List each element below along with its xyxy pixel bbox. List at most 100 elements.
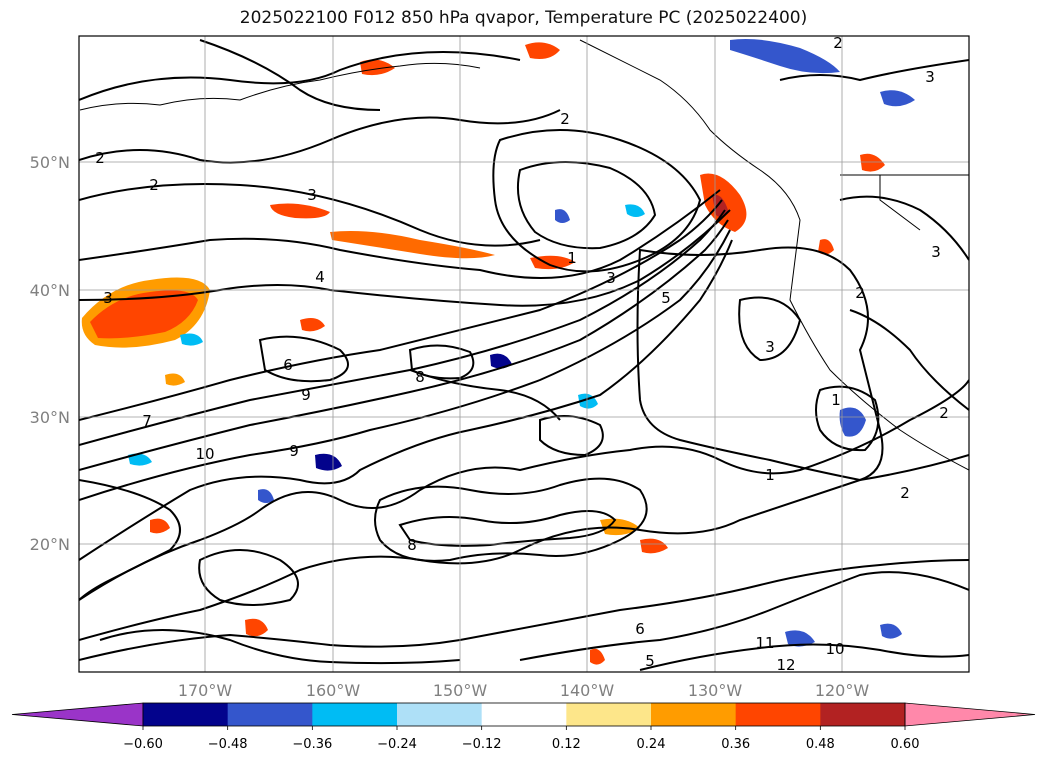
colorbar-tick-label: 0.36 bbox=[721, 737, 750, 752]
contour-line bbox=[779, 59, 969, 82]
contour-line bbox=[79, 209, 731, 307]
coastlines bbox=[79, 39, 969, 471]
lon-label: 150°W bbox=[433, 681, 488, 700]
colorbar-bin bbox=[735, 703, 821, 726]
chart-title: 2025022100 F012 850 hPa qvapor, Temperat… bbox=[239, 8, 808, 28]
contour-label: 2 bbox=[149, 176, 159, 194]
anomaly-patch bbox=[525, 42, 560, 59]
anomaly-patch bbox=[245, 618, 268, 637]
contour-line bbox=[839, 195, 969, 261]
contour-line bbox=[79, 559, 969, 661]
colorbar-extend-low bbox=[11, 702, 144, 727]
contour-line bbox=[79, 51, 521, 101]
anomaly-patch bbox=[300, 318, 325, 332]
anomaly-patch bbox=[270, 203, 330, 219]
contour-label: 10 bbox=[195, 445, 214, 463]
anomaly-patch-negative bbox=[839, 407, 866, 437]
anomaly-patch-negative bbox=[880, 90, 915, 107]
anomaly-patch-negative bbox=[730, 39, 840, 74]
contour-line bbox=[398, 510, 617, 547]
north-america-coastline bbox=[579, 39, 969, 471]
contour-label: 2 bbox=[95, 149, 105, 167]
aleutian-coastline bbox=[79, 62, 481, 111]
lon-label: 170°W bbox=[178, 681, 233, 700]
anomaly-patch-negative bbox=[490, 353, 512, 369]
contour-label: 1 bbox=[831, 391, 841, 409]
anomaly-patch-negative bbox=[785, 630, 815, 647]
anomaly-patch bbox=[165, 373, 185, 386]
colorbar-bin bbox=[143, 703, 229, 726]
anomaly-patch bbox=[640, 538, 668, 554]
lon-label: 130°W bbox=[688, 681, 743, 700]
contour-line bbox=[199, 39, 381, 111]
colorbar-frame bbox=[142, 702, 906, 727]
anomaly-patch-negative bbox=[180, 333, 203, 346]
contour-line bbox=[99, 629, 461, 665]
graticule bbox=[79, 36, 969, 672]
anomaly-patch bbox=[530, 255, 575, 270]
colorbar-tick-label: 0.60 bbox=[891, 737, 920, 752]
contour-label: 8 bbox=[415, 368, 425, 386]
contour-label: 3 bbox=[765, 338, 775, 356]
anomaly-patch bbox=[330, 231, 495, 259]
lon-label: 140°W bbox=[560, 681, 615, 700]
anomaly-patch bbox=[590, 648, 605, 665]
colorbar-tick-label: −0.24 bbox=[377, 737, 417, 752]
lon-label: 160°W bbox=[306, 681, 361, 700]
colorbar-bin bbox=[227, 703, 313, 726]
contour-line bbox=[258, 335, 349, 383]
contour-line bbox=[519, 571, 969, 661]
anomaly-patch-negative bbox=[128, 453, 152, 466]
contour-label: 10 bbox=[825, 640, 844, 658]
contour-label: 8 bbox=[407, 536, 417, 554]
anomaly-patch-negative bbox=[880, 623, 902, 639]
contour-label: 12 bbox=[776, 656, 795, 674]
contour-line bbox=[492, 129, 702, 273]
lat-label: 40°N bbox=[30, 281, 70, 300]
colorbar-tick-label: 0.24 bbox=[637, 737, 666, 752]
contour-label: 3 bbox=[103, 289, 113, 307]
anomaly-patch-west-core bbox=[90, 290, 198, 339]
map-frame bbox=[78, 35, 970, 673]
contour-label: 4 bbox=[315, 268, 325, 286]
colorbar-bin bbox=[651, 703, 737, 726]
lat-label: 50°N bbox=[30, 153, 70, 172]
contour-label: 3 bbox=[925, 68, 935, 86]
colorbar-bin bbox=[397, 703, 483, 726]
contour-labels: 2 2 3 3 2 3 4 6 9 7 10 9 8 3 2 1 3 1 2 2… bbox=[95, 36, 949, 674]
colorbar-extend-high bbox=[904, 702, 1036, 727]
anomaly-patch bbox=[360, 59, 395, 76]
contour-line bbox=[79, 219, 729, 471]
colorbar-bin bbox=[312, 703, 398, 726]
anomaly-patch bbox=[150, 518, 170, 534]
contour-line bbox=[79, 479, 181, 601]
contour-line bbox=[849, 309, 969, 411]
contour-line bbox=[79, 183, 541, 247]
lon-label: 120°W bbox=[815, 681, 870, 700]
map-plot-area: 2 2 3 3 2 3 4 6 9 7 10 9 8 3 2 1 3 1 2 2… bbox=[79, 36, 969, 674]
colorbar-tick-label: −0.36 bbox=[292, 737, 332, 752]
contour-label: 3 bbox=[307, 186, 317, 204]
anomaly-patch-negative bbox=[625, 204, 645, 217]
latitude-labels: 50°N 40°N 30°N 20°N bbox=[30, 153, 70, 554]
contour-line bbox=[79, 239, 733, 561]
contour-line bbox=[639, 643, 969, 671]
contour-line bbox=[79, 379, 969, 601]
anomaly-shading bbox=[81, 39, 915, 665]
contour-line bbox=[539, 415, 604, 457]
contour-line bbox=[79, 109, 561, 164]
contour-label: 2 bbox=[855, 284, 865, 302]
colorbar-tick-label: 0.12 bbox=[552, 737, 581, 752]
contour-label: 6 bbox=[635, 620, 645, 638]
contour-label: 3 bbox=[931, 243, 941, 261]
contour-line bbox=[374, 477, 648, 562]
contour-line bbox=[198, 549, 299, 606]
contour-label: 5 bbox=[661, 289, 671, 307]
contour-line bbox=[79, 454, 969, 641]
anomaly-patch-negative bbox=[555, 209, 570, 223]
contour-label: 1 bbox=[567, 249, 577, 267]
contour-label: 3 bbox=[606, 269, 616, 287]
contour-label: 1 bbox=[765, 466, 775, 484]
anomaly-patch-negative bbox=[315, 453, 342, 471]
